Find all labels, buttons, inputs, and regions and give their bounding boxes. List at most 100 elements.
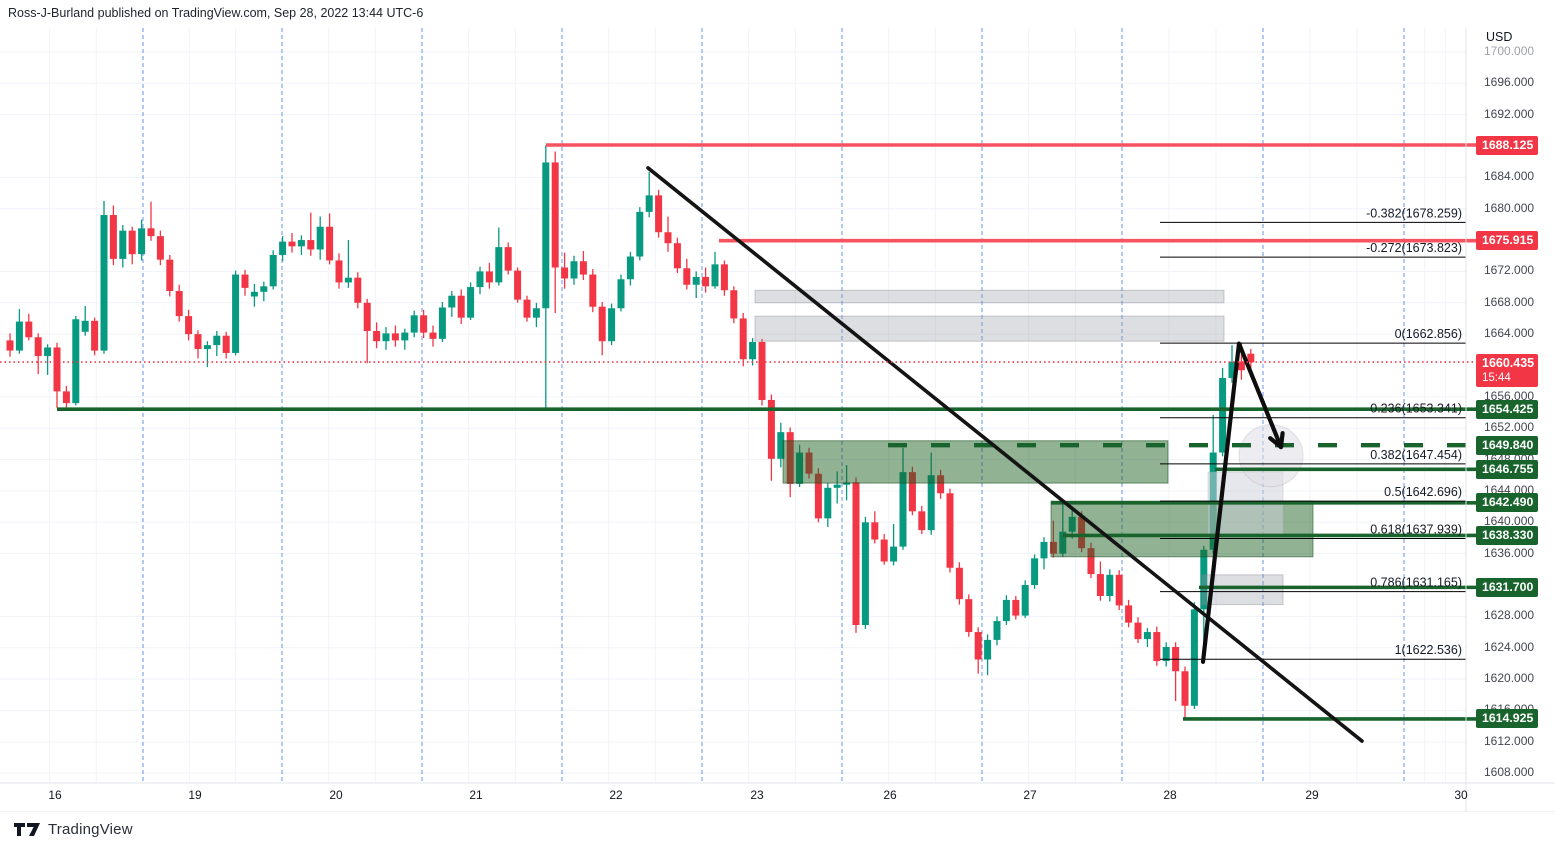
support-price-label: 1646.755 [1476,459,1538,479]
candle [758,338,766,406]
candle [100,200,108,354]
candle [232,270,240,356]
candle [420,309,428,339]
bar-countdown: 15:44 [1482,372,1511,385]
candle [579,251,587,281]
support-price-label: 1614.925 [1476,709,1538,729]
fib-level-label: -0.272(1673.823) [1366,241,1462,255]
candle [25,313,33,341]
candle [561,252,569,289]
candle [119,225,127,268]
candle [1219,367,1227,457]
candle [6,333,14,357]
candle [777,422,785,468]
candle [279,236,287,262]
candle [871,511,879,544]
candle [617,274,625,312]
candle [34,333,42,375]
candle [645,171,653,218]
supply-band-lower-zone[interactable] [754,315,1225,342]
candle [1059,499,1067,557]
price-tick: 1672.000 [1484,263,1535,278]
candle [824,483,832,528]
candle [664,216,672,252]
candle [288,233,296,253]
candle [326,213,334,265]
fib-level-label: 0.236(1653.341) [1370,402,1462,416]
price-tick: 1620.000 [1484,671,1535,686]
candle [993,616,1001,646]
tradingview-brand-text: TradingView [48,821,133,838]
price-chart[interactable]: -0.382(1678.259) -0.272(1673.823) 0(1662.8… [0,0,1555,812]
price-tick: 1692.000 [1484,106,1535,121]
date-tick: 16 [48,788,62,802]
candle [955,562,963,605]
candle [551,151,559,313]
candle [1143,628,1151,647]
candle [1190,602,1198,709]
price-axis[interactable]: USD 1700.000 1696.000 1692.000 1684.000 1680… [0,0,1555,812]
candle [532,302,540,328]
candle [391,325,399,347]
candle [598,301,606,356]
candle [1021,580,1029,618]
candle [1031,554,1039,589]
candle [1087,542,1095,578]
candle [81,305,89,336]
candle [401,328,409,350]
candle [175,284,183,322]
fib-level-label: 0.618(1637.939) [1370,522,1462,536]
candle-series [6,145,1255,719]
candle [128,226,136,265]
date-tick: 22 [609,788,623,802]
gray-box-low-zone[interactable] [1201,574,1284,606]
candle [316,216,324,260]
demand-zone-upper-zone[interactable] [782,440,1169,484]
candle [1012,595,1020,620]
candle [1134,617,1142,644]
candle [833,471,841,504]
price-tick: 1624.000 [1484,639,1535,654]
candle [213,331,221,357]
candle [890,523,898,566]
price-tick: 1680.000 [1484,200,1535,215]
date-tick: 27 [1023,788,1037,802]
candle [655,189,663,238]
candle [504,242,512,275]
candle [523,295,531,322]
candle [156,230,164,266]
candle [53,342,61,408]
date-tick: 28 [1163,788,1177,802]
candle [15,309,23,354]
candle [984,634,992,676]
price-tick: 1668.000 [1484,294,1535,309]
candle [570,255,578,285]
last-price-value: 1660.435 [1482,356,1535,371]
candle [711,251,719,289]
candle [739,312,747,367]
candle [485,262,493,289]
candle [297,235,305,255]
tradingview-logo[interactable]: TradingView [14,821,133,838]
candle [730,286,738,324]
projection-zigzag-arrow[interactable] [1200,341,1284,664]
candle [814,468,822,523]
descending-trendline[interactable] [646,166,1364,743]
candle [589,269,597,313]
resistance-price-label: 1675.915 [1476,231,1538,251]
candle [786,427,794,498]
candle [260,281,268,302]
date-tick: 23 [750,788,764,802]
candle [965,594,973,637]
candle [626,251,634,286]
fib-level-label: 0.5(1642.696) [1384,485,1462,499]
supply-band-upper-zone[interactable] [754,289,1225,304]
candle [899,447,907,550]
candle [354,272,362,309]
candle [429,325,437,347]
candle [344,240,352,288]
candle [702,267,710,293]
price-tick: 1608.000 [1484,765,1535,780]
candle [918,505,926,535]
